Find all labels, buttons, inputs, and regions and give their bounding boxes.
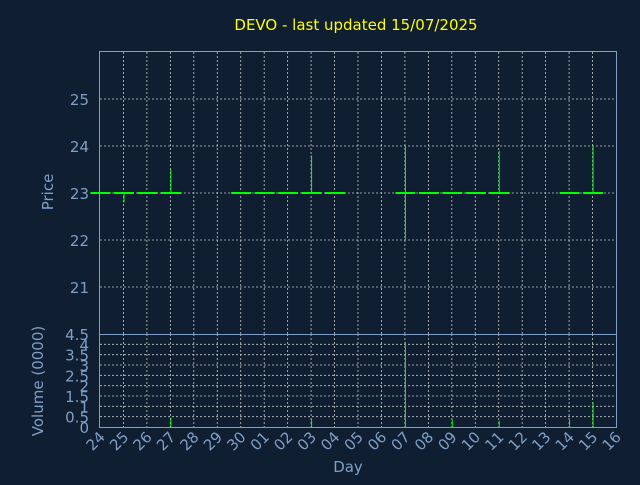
price-candle xyxy=(583,146,604,194)
price-candle xyxy=(301,155,322,194)
volume-y-tick-label: 4 xyxy=(79,336,89,354)
volume-y-tick-label: 0.5 xyxy=(65,409,89,427)
x-ticks: 2425262728293001020304050607080910111213… xyxy=(83,428,625,454)
price-y-tick-label: 22 xyxy=(70,232,89,250)
volume-bars xyxy=(170,342,594,427)
volume-y-tick-label: 2 xyxy=(79,378,89,396)
price-candle xyxy=(113,192,134,203)
volume-axis-label: Volume (0000) xyxy=(29,326,47,436)
price-y-tick-label: 24 xyxy=(70,138,89,156)
volume-y-tick-label: 4.5 xyxy=(65,326,89,344)
price-candles xyxy=(90,146,604,240)
price-y-tick-label: 25 xyxy=(70,91,89,109)
chart-title: DEVO - last updated 15/07/2025 xyxy=(234,16,477,34)
volume-y-tick-label: 1.5 xyxy=(65,388,89,406)
volume-y-tick-label: 2.5 xyxy=(65,367,89,385)
price-candle xyxy=(160,169,181,194)
volume-y-tick-label: 1 xyxy=(79,398,89,416)
price-candle xyxy=(395,146,416,240)
volume-plot-frame xyxy=(99,334,617,428)
volume-y-tick-label: 3.5 xyxy=(65,347,89,365)
price-candle xyxy=(489,150,510,194)
price-y-tick-label: 23 xyxy=(70,185,89,203)
volume-y-ticks: 00.511.522.533.544.5 xyxy=(65,326,89,437)
volume-y-tick-label: 3 xyxy=(79,357,89,375)
volume-y-tick-label: 0 xyxy=(79,419,89,437)
x-axis-label: Day xyxy=(333,458,363,476)
volume-grid xyxy=(100,334,616,427)
price-axis-label: Price xyxy=(39,174,57,211)
price-y-ticks: 21 22 23 24 25 xyxy=(70,91,89,297)
price-y-tick-label: 21 xyxy=(70,279,89,297)
